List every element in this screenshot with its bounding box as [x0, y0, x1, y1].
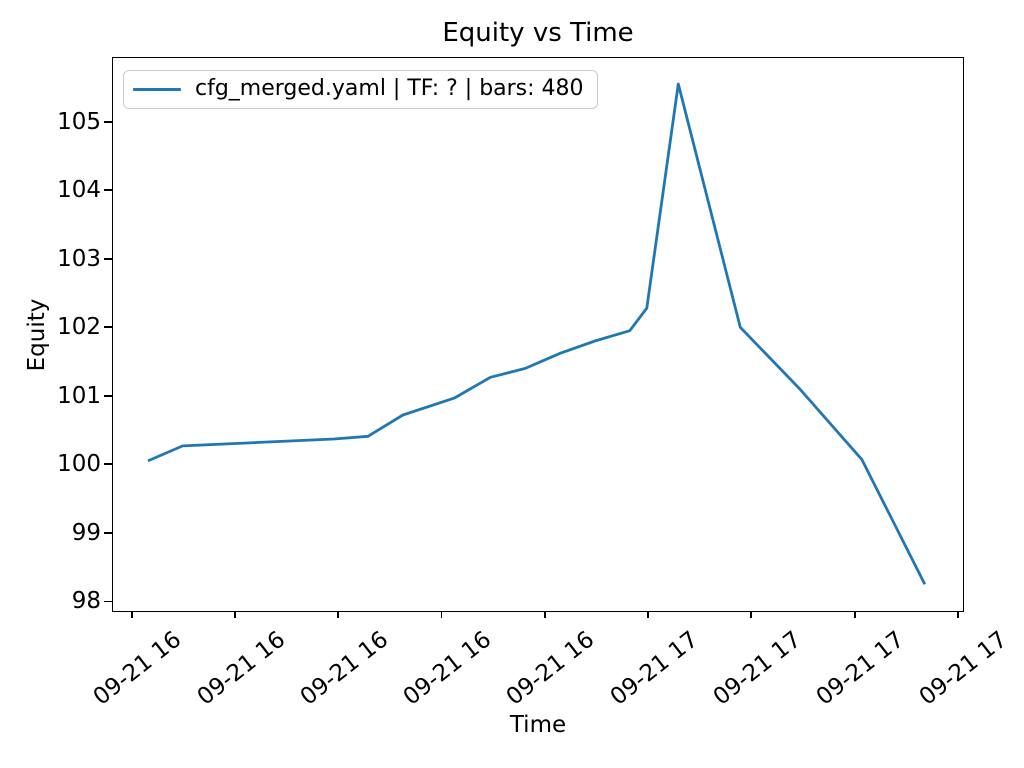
y-tick-label: 102 — [57, 314, 101, 341]
x-tick-label: 09-21 16 — [502, 626, 600, 711]
x-tick-label: 09-21 16 — [88, 626, 187, 711]
chart-title: Equity vs Time — [442, 18, 634, 48]
x-tick-label: 09-21 17 — [811, 626, 910, 711]
y-tick-label: 99 — [71, 519, 101, 546]
x-tick-mark — [440, 611, 443, 618]
y-tick-label: 101 — [57, 382, 101, 409]
x-axis-label: Time — [509, 712, 567, 738]
y-tick-label: 98 — [71, 588, 101, 615]
x-tick-label: 09-21 16 — [192, 626, 290, 711]
legend-line-sample — [133, 88, 181, 91]
x-tick-label: 09-21 16 — [295, 626, 394, 711]
plot-area — [112, 57, 964, 612]
equity-line — [147, 82, 927, 585]
x-tick-mark — [750, 611, 753, 618]
x-tick-mark — [130, 611, 133, 618]
y-tick-mark — [104, 120, 112, 123]
y-tick-label: 104 — [57, 177, 101, 204]
x-tick-mark — [957, 611, 959, 618]
y-tick-label: 103 — [57, 245, 101, 272]
legend-entry-label: cfg_merged.yaml | TF: ? | bars: 480 — [195, 76, 584, 101]
y-tick-label: 105 — [57, 108, 101, 135]
plot-canvas — [147, 82, 927, 585]
legend: cfg_merged.yaml | TF: ? | bars: 480 — [123, 70, 598, 109]
x-tick-mark — [647, 611, 649, 618]
x-tick-mark — [234, 611, 236, 618]
x-tick-label: 09-21 16 — [398, 626, 497, 711]
x-tick-label: 09-21 17 — [605, 626, 703, 711]
y-tick-mark — [104, 394, 112, 397]
y-tick-mark — [104, 531, 112, 534]
y-tick-mark — [104, 463, 112, 466]
x-tick-label: 09-21 17 — [708, 626, 807, 711]
x-tick-mark — [853, 611, 856, 618]
x-tick-label: 09-21 17 — [915, 626, 1013, 711]
y-tick-mark — [104, 189, 112, 192]
x-tick-mark — [543, 611, 546, 618]
y-tick-mark — [104, 257, 112, 260]
x-tick-mark — [337, 611, 340, 618]
y-tick-mark — [104, 600, 112, 603]
y-tick-label: 100 — [57, 451, 101, 478]
y-tick-mark — [104, 326, 112, 329]
